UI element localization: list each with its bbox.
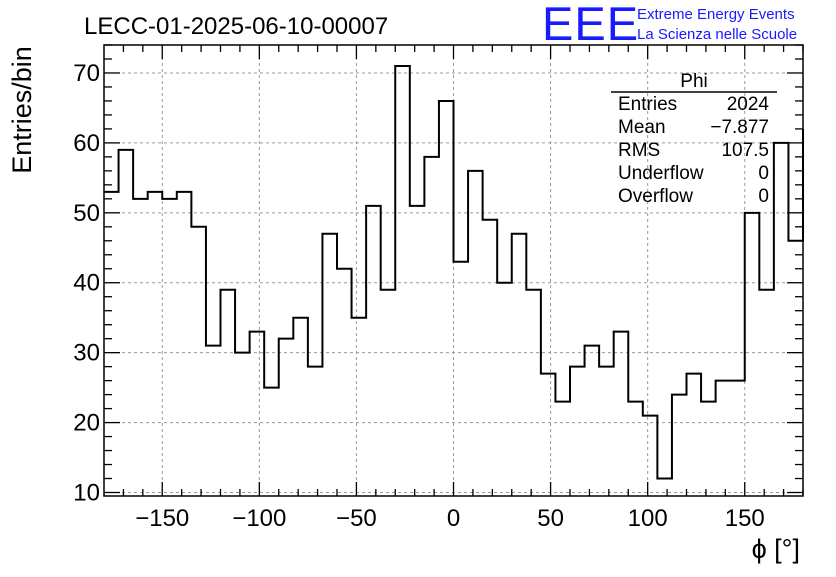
histogram-bin-21 <box>410 206 425 496</box>
histogram-bin-19 <box>381 290 396 496</box>
histogram-bin-28 <box>512 234 527 496</box>
stats-label-entries: Entries <box>618 94 677 115</box>
stats-label-overflow: Overflow <box>618 186 693 207</box>
histogram-bin-36 <box>628 402 643 496</box>
histogram-bin-42 <box>716 381 731 496</box>
histogram-bin-44 <box>745 213 760 496</box>
stats-value-entries: 2024 <box>727 94 770 115</box>
x-tick-label-4: 50 <box>537 505 564 532</box>
histogram-bin-30 <box>541 374 556 496</box>
histogram-bin-12 <box>279 339 294 496</box>
histogram-bin-31 <box>555 402 570 496</box>
eee-logo-mark: EEE <box>542 0 639 50</box>
histogram-bin-24 <box>454 262 469 496</box>
histogram-bin-7 <box>206 346 221 496</box>
eee-logo-line1: Extreme Energy Events <box>637 6 795 23</box>
chart-title: LECC-01-2025-06-10-00007 <box>84 13 388 40</box>
histogram-bin-4 <box>162 199 177 496</box>
histogram-bin-46 <box>774 143 789 496</box>
stats-value-mean: −7.877 <box>710 117 769 138</box>
stats-value-overflow: 0 <box>758 186 769 207</box>
stats-label-underflow: Underflow <box>618 163 704 184</box>
histogram-bin-23 <box>439 101 454 496</box>
histogram-bin-2 <box>133 199 148 496</box>
histogram-bin-16 <box>337 269 352 496</box>
histogram-bin-18 <box>366 206 381 496</box>
histogram-bin-45 <box>759 290 774 496</box>
y-tick-label-2: 30 <box>73 340 100 367</box>
histogram-bin-37 <box>643 416 658 496</box>
histogram-bin-34 <box>599 367 614 496</box>
histogram-bin-5 <box>177 192 192 496</box>
histogram-bin-10 <box>250 332 265 496</box>
stats-value-rms: 107.5 <box>721 140 769 161</box>
histogram-bin-40 <box>687 374 702 496</box>
y-tick-label-1: 20 <box>73 410 100 437</box>
y-tick-label-0: 10 <box>73 480 100 507</box>
stats-label-mean: Mean <box>618 117 666 138</box>
stats-value-underflow: 0 <box>758 163 769 184</box>
stats-box: Phi Entries 2024 Mean −7.877 RMS 107.5 U… <box>611 71 777 207</box>
histogram-bin-27 <box>497 283 512 496</box>
histogram-bin-33 <box>585 346 600 496</box>
y-axis-title: Entries/bin <box>7 46 37 174</box>
histogram-bin-13 <box>293 318 308 496</box>
histogram-bin-38 <box>657 479 672 496</box>
y-tick-label-4: 50 <box>73 200 100 227</box>
histogram-bin-15 <box>322 234 337 496</box>
histogram-bin-8 <box>221 290 236 496</box>
x-tick-label-1: −100 <box>232 505 286 532</box>
histogram-bars <box>104 64 804 496</box>
histogram-bin-17 <box>352 318 367 496</box>
tick-labels: −150 −100 −50 0 50 100 150 10 20 30 40 50 60 70 <box>73 60 764 532</box>
x-tick-label-2: −50 <box>336 505 377 532</box>
x-tick-label-6: 150 <box>725 505 765 532</box>
histogram-bin-39 <box>672 395 687 496</box>
histogram-bin-6 <box>191 227 206 496</box>
histogram-bin-32 <box>570 367 585 496</box>
stats-label-rms: RMS <box>618 140 660 161</box>
eee-logo-line2: La Scienza nelle Scuole <box>637 26 797 43</box>
histogram-bin-29 <box>526 290 541 496</box>
histogram-outline <box>104 64 804 480</box>
histogram-bin-47 <box>788 241 803 496</box>
histogram-bin-25 <box>468 171 483 496</box>
histogram-bin-41 <box>701 402 716 496</box>
eee-logo: EEE Extreme Energy Events La Scienza nel… <box>542 0 797 50</box>
histogram-bin-35 <box>614 332 629 496</box>
histogram-bin-1 <box>119 150 134 496</box>
x-tick-label-5: 100 <box>628 505 668 532</box>
histogram-bin-3 <box>148 192 163 496</box>
x-tick-label-3: 0 <box>447 505 460 532</box>
x-axis-title: ϕ [°] <box>752 534 800 564</box>
histogram-bin-43 <box>730 381 745 496</box>
y-tick-label-3: 40 <box>73 270 100 297</box>
x-tick-label-0: −150 <box>135 505 189 532</box>
stats-title: Phi <box>680 71 707 92</box>
y-tick-label-5: 60 <box>73 130 100 157</box>
histogram-bin-26 <box>483 220 498 496</box>
histogram-bin-9 <box>235 353 250 496</box>
histogram-bin-11 <box>264 388 279 496</box>
histogram-bin-20 <box>395 66 410 496</box>
axis-ticks <box>104 44 804 496</box>
histogram-bin-14 <box>308 367 323 496</box>
y-tick-label-6: 70 <box>73 60 100 87</box>
histogram-bin-22 <box>424 157 439 496</box>
